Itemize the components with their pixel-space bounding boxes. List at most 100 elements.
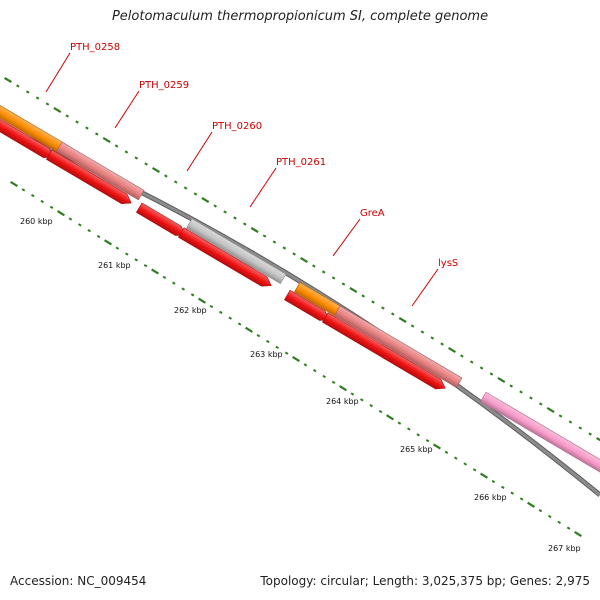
outer-minor-tick [282,246,287,250]
feature-bar [55,141,145,201]
scale-label: 265 kbp [400,445,433,454]
outer-minor-tick [312,264,316,268]
inner-major-tick [386,414,394,421]
inner-minor-tick [181,287,186,291]
outer-minor-tick [341,282,346,286]
scale-label: 263 kbp [250,350,283,359]
outer-major-tick [152,166,160,174]
gene-leader-line [186,131,213,172]
outer-minor-tick [440,342,444,346]
scale-label: 267 kbp [548,544,581,553]
inner-minor-tick [538,509,543,513]
outer-minor-tick [134,156,139,160]
inner-major-tick [10,180,18,188]
feature-cds [321,312,446,390]
inner-minor-tick [218,310,223,314]
feature-pink [479,391,600,476]
outer-minor-tick [292,252,296,256]
outer-minor-tick [124,150,129,154]
gene-leader-line [45,52,71,93]
inner-major-tick [480,472,488,479]
inner-major-tick [57,210,65,217]
feature-arrow [321,312,446,390]
outer-minor-tick [479,366,484,370]
scale-label: 266 kbp [474,493,507,502]
inner-minor-tick [77,223,82,227]
outer-minor-tick [410,324,415,328]
gene-label[interactable]: PTH_0258 [70,42,120,53]
inner-major-tick [527,501,535,508]
feature-cds [177,227,272,287]
inner-minor-tick [171,281,176,285]
outer-minor-tick [430,336,435,340]
outer-major-tick [349,286,358,294]
gene-labels: PTH_0258 PTH_0259 PTH_0260 PTH_0261 GreA lysS [45,42,458,307]
outer-minor-tick [519,390,523,394]
inner-minor-tick [96,234,101,239]
inner-minor-tick [68,217,73,221]
outer-minor-tick [25,90,30,94]
feature-pth-0260 [185,218,287,285]
inner-minor-tick [303,363,308,367]
genome-summary-text: Topology: circular; Length: 3,025,375 bp… [260,574,590,588]
outer-minor-tick [94,132,99,136]
inner-major-tick [574,530,582,538]
outer-major-tick [53,106,62,114]
inner-minor-tick [87,229,92,233]
scale-label: 262 kbp [174,306,207,315]
inner-minor-tick [547,514,552,519]
feature-bar [333,305,463,388]
outer-minor-tick [223,210,227,214]
outer-minor-tick [568,420,573,424]
outer-major-tick [596,436,600,442]
outer-minor-tick [469,360,474,364]
outer-major-tick [497,376,506,384]
inner-minor-tick [397,421,402,425]
inner-minor-tick [256,334,261,338]
outer-minor-tick [578,426,583,430]
gene-label[interactable]: PTH_0260 [212,121,262,132]
feature-track [0,104,600,476]
outer-minor-tick [538,402,543,406]
outer-minor-tick [144,162,148,166]
map-title: Pelotomaculum thermopropionicum SI, comp… [111,9,489,24]
inner-minor-tick [350,392,355,396]
outer-minor-tick [262,234,267,238]
inner-minor-tick [416,433,421,437]
inner-minor-tick [331,380,336,384]
gene-leader-line [332,218,361,257]
outer-minor-tick [16,84,20,88]
outer-minor-tick [75,120,79,124]
outer-major-tick [201,196,210,204]
inner-minor-tick [49,205,54,209]
inner-major-tick [292,355,300,363]
outer-minor-tick [35,96,40,100]
outer-minor-tick [321,270,326,274]
outer-minor-tick [588,432,592,436]
inner-minor-tick [40,199,45,204]
gene-label[interactable]: PTH_0261 [276,157,326,168]
inner-minor-tick [519,497,524,501]
outer-minor-tick [390,312,395,316]
inner-minor-tick [406,427,411,431]
outer-minor-tick [242,222,247,226]
outer-minor-tick [489,372,494,376]
inner-minor-tick [30,194,35,198]
inner-minor-tick [491,479,496,484]
gene-label[interactable]: GreA [360,208,385,219]
feature-arrow [177,227,272,287]
inner-minor-tick [143,264,148,268]
outer-minor-tick [381,306,385,310]
outer-minor-tick [460,354,464,358]
inner-major-tick [151,268,159,275]
inner-major-tick [433,443,441,450]
gene-label[interactable]: lysS [438,258,458,269]
outer-minor-tick [529,396,533,400]
outer-minor-tick [233,216,237,220]
outer-major-tick [448,346,456,354]
outer-minor-tick [183,186,188,190]
outer-minor-tick [45,102,50,106]
inner-minor-tick [472,468,477,472]
gene-label[interactable]: PTH_0259 [139,80,189,91]
